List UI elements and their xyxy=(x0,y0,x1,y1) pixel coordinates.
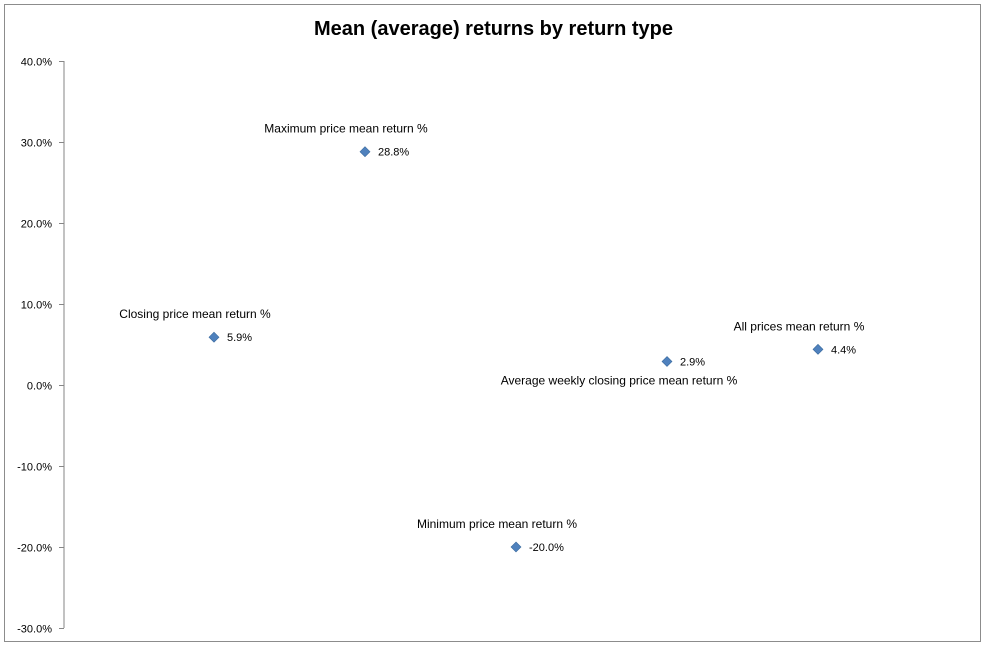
data-point-marker xyxy=(661,356,673,367)
chart-area xyxy=(4,4,981,642)
data-value-label: 5.9% xyxy=(227,332,252,344)
y-tick-label: 20.0% xyxy=(21,219,52,231)
data-point-name-label: Minimum price mean return % xyxy=(417,517,577,531)
data-point-marker xyxy=(208,331,220,343)
y-tick-label: 10.0% xyxy=(21,300,52,312)
data-value-label: 28.8% xyxy=(378,147,409,159)
data-value-label: -20.0% xyxy=(529,542,564,554)
data-point-name-label: All prices mean return % xyxy=(734,319,865,333)
y-tick-label: -10.0% xyxy=(17,462,52,474)
data-value-label: 4.4% xyxy=(831,344,856,356)
y-tick-label: -30.0% xyxy=(17,624,52,636)
y-tick-label: 40.0% xyxy=(21,57,52,69)
chart-title: Mean (average) returns by return type xyxy=(314,18,673,40)
y-tick-label: 30.0% xyxy=(21,138,52,150)
data-point-marker xyxy=(510,541,522,553)
data-point-marker xyxy=(812,343,824,355)
data-point-marker xyxy=(359,146,371,158)
data-point-name-label: Maximum price mean return % xyxy=(264,122,428,136)
data-point-name-label: Closing price mean return % xyxy=(119,307,271,321)
data-point-name-label: Average weekly closing price mean return… xyxy=(501,374,738,388)
data-value-label: 2.9% xyxy=(680,357,705,369)
y-tick-label: 0.0% xyxy=(27,381,52,393)
y-tick-label: -20.0% xyxy=(17,543,52,555)
